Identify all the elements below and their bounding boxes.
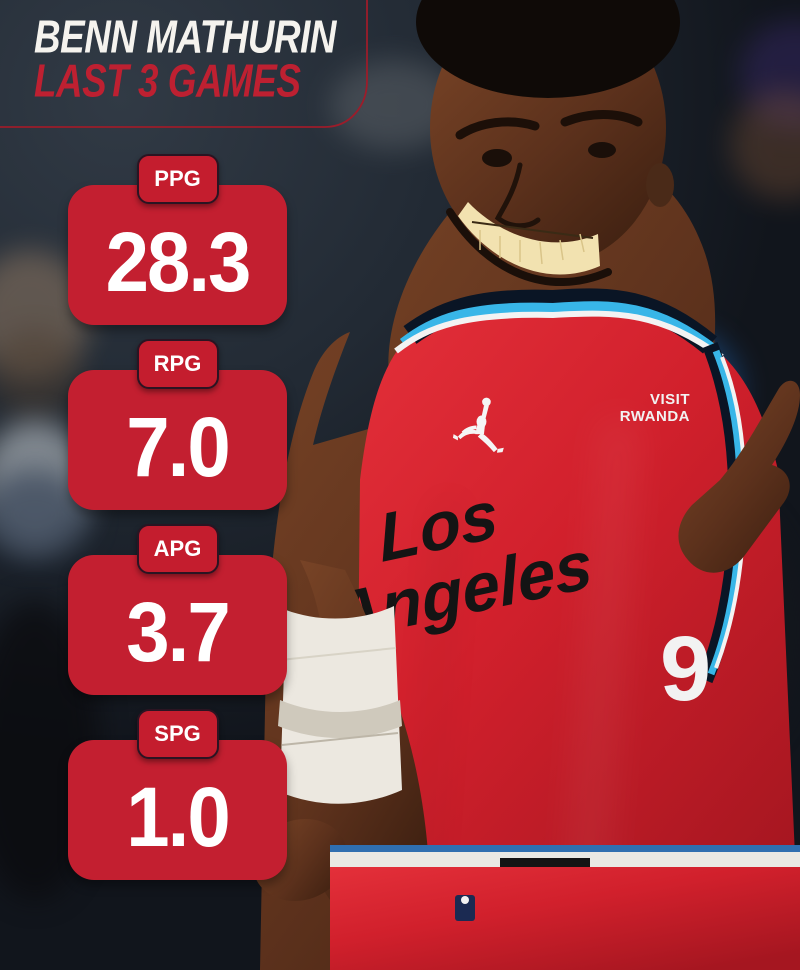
svg-text:9: 9 <box>660 618 711 720</box>
svg-text:RWANDA: RWANDA <box>620 408 690 425</box>
svg-text:VISIT: VISIT <box>650 391 690 408</box>
